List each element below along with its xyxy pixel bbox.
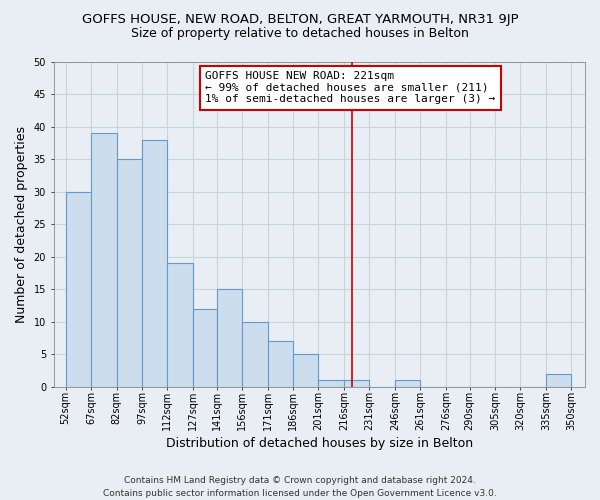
Text: Size of property relative to detached houses in Belton: Size of property relative to detached ho… xyxy=(131,28,469,40)
Bar xyxy=(268,341,293,386)
Text: Contains HM Land Registry data © Crown copyright and database right 2024.
Contai: Contains HM Land Registry data © Crown c… xyxy=(103,476,497,498)
Bar xyxy=(242,322,268,386)
X-axis label: Distribution of detached houses by size in Belton: Distribution of detached houses by size … xyxy=(166,437,473,450)
Bar xyxy=(91,133,116,386)
Bar xyxy=(395,380,421,386)
Bar xyxy=(546,374,571,386)
Bar xyxy=(142,140,167,386)
Text: GOFFS HOUSE, NEW ROAD, BELTON, GREAT YARMOUTH, NR31 9JP: GOFFS HOUSE, NEW ROAD, BELTON, GREAT YAR… xyxy=(82,12,518,26)
Bar xyxy=(319,380,344,386)
Bar xyxy=(65,192,91,386)
Bar xyxy=(193,308,217,386)
Bar xyxy=(293,354,319,386)
Bar xyxy=(116,159,142,386)
Text: GOFFS HOUSE NEW ROAD: 221sqm
← 99% of detached houses are smaller (211)
1% of se: GOFFS HOUSE NEW ROAD: 221sqm ← 99% of de… xyxy=(205,72,496,104)
Y-axis label: Number of detached properties: Number of detached properties xyxy=(15,126,28,322)
Bar xyxy=(167,263,193,386)
Bar xyxy=(217,289,242,386)
Bar xyxy=(344,380,370,386)
